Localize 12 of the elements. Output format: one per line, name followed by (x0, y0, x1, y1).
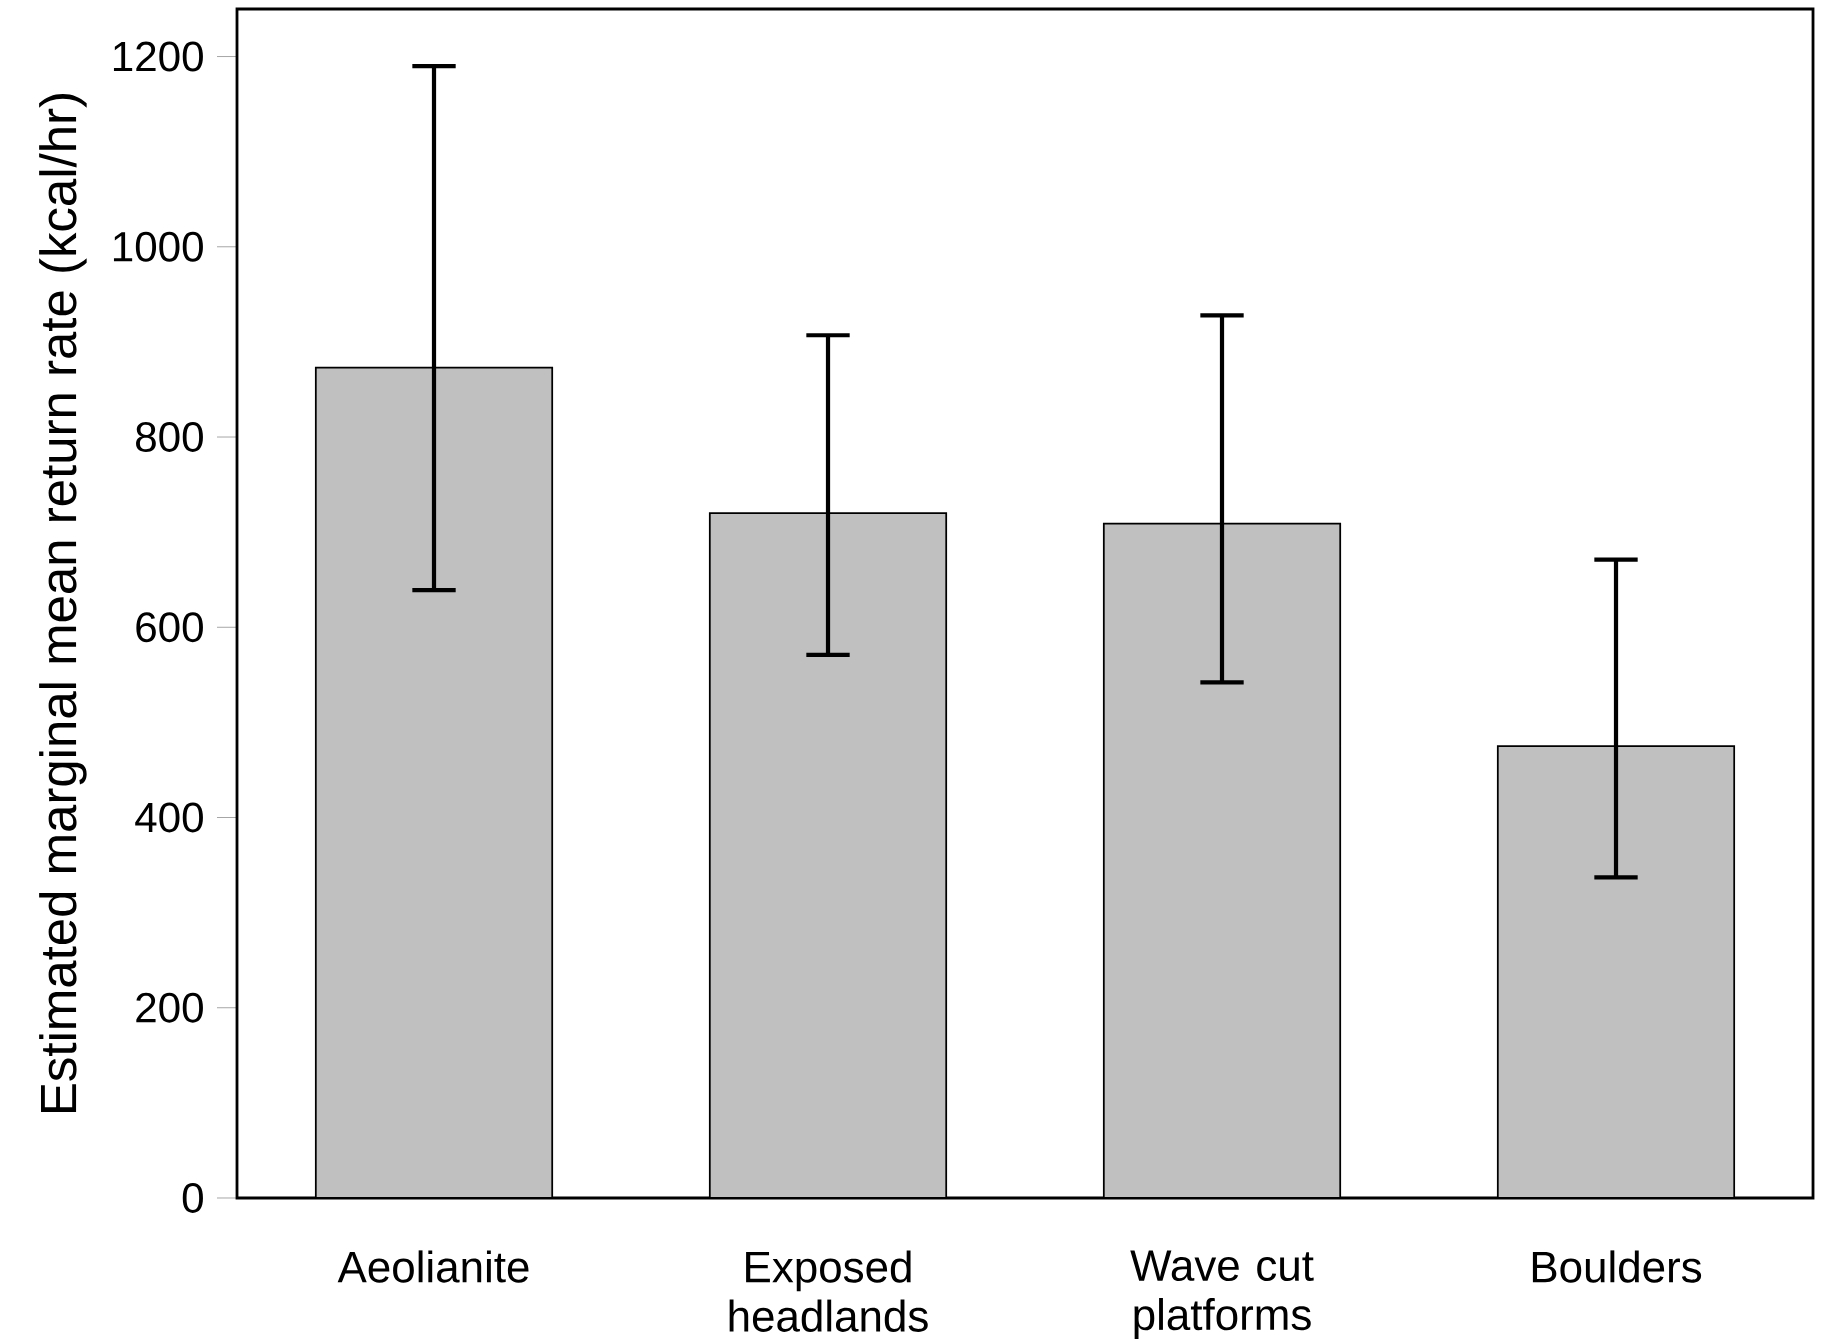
y-axis-title: Estimated marginal mean return rate (kcal/hr) (39, 94, 87, 1112)
y-tick-label: 200 (136, 992, 203, 1023)
x-tick-label: Aeolianite (337, 1250, 529, 1283)
y-tick-label: 1000 (113, 231, 203, 262)
y-tick-label: 400 (135, 802, 203, 833)
y-tick-label: 600 (136, 612, 203, 643)
y-tick-label: 1200 (113, 41, 203, 72)
y-tick-label: 800 (136, 422, 203, 452)
x-tick-label: Wave cut platforms (1130, 1250, 1314, 1339)
x-tick-label: Boulders (1532, 1250, 1702, 1283)
y-tick-label: 0 (182, 1183, 203, 1213)
x-tick-label: Exposed headlands (729, 1250, 928, 1332)
